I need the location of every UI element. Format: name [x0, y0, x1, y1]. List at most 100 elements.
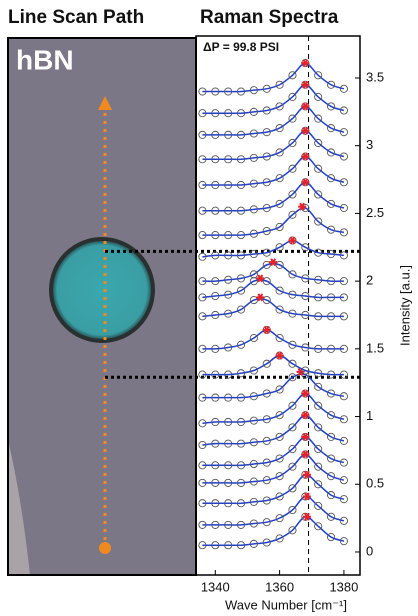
data-point: [262, 476, 271, 485]
data-point: [236, 130, 246, 139]
data-point: [314, 164, 323, 173]
peak-marker: [302, 512, 311, 521]
data-point: [198, 344, 207, 353]
chart-title: Raman Spectra: [200, 7, 339, 28]
data-point: [327, 472, 336, 481]
data-point: [211, 277, 220, 286]
data-point: [236, 180, 246, 190]
data-point: [327, 80, 336, 89]
data-point: [236, 109, 246, 118]
peak-marker: [302, 470, 311, 479]
data-point: [224, 478, 233, 487]
data-point: [339, 84, 348, 93]
data-point: [339, 228, 348, 237]
data-point: [275, 514, 284, 523]
data-point: [211, 130, 220, 139]
data-point: [314, 312, 323, 321]
data-point: [198, 520, 207, 529]
data-point: [327, 225, 336, 234]
data-point: [327, 102, 336, 111]
photo-edge: [8, 440, 30, 575]
data-point: [301, 343, 310, 352]
data-point: [224, 109, 233, 118]
y-tick-label: 1: [366, 408, 373, 423]
data-point: [262, 389, 271, 398]
data-point: [301, 310, 310, 320]
data-point: [314, 522, 323, 531]
peak-marker: [301, 80, 310, 89]
data-point: [275, 454, 284, 463]
data-point: [288, 114, 297, 123]
data-point: [327, 533, 336, 542]
data-point: [198, 130, 207, 139]
data-point: [249, 438, 258, 447]
data-point: [314, 445, 323, 454]
data-point: [288, 423, 297, 432]
data-point: [275, 243, 284, 252]
data-point: [224, 520, 233, 529]
data-point: [198, 206, 207, 215]
data-point: [327, 432, 336, 441]
peak-marker: [256, 274, 265, 283]
data-point: [236, 499, 246, 508]
data-point: [314, 369, 323, 378]
data-point: [236, 393, 246, 402]
peak-marker: [301, 102, 310, 111]
data-point: [327, 293, 336, 302]
data-point: [211, 520, 220, 529]
data-point: [211, 478, 220, 487]
fit-line: [202, 279, 344, 299]
data-point: [275, 80, 284, 89]
y-tick-label: 2.5: [366, 205, 384, 220]
data-point: [236, 369, 246, 378]
data-point: [224, 87, 233, 96]
data-point: [211, 206, 220, 215]
data-point: [198, 393, 207, 402]
fit-line: [202, 207, 345, 236]
data-point: [236, 274, 246, 283]
data-point: [236, 305, 246, 314]
data-point: [262, 260, 271, 269]
data-point: [198, 180, 207, 190]
fit-line: [202, 298, 344, 318]
data-point: [236, 439, 246, 448]
data-point: [327, 277, 336, 286]
peak-marker: [275, 351, 284, 360]
fit-line: [202, 414, 345, 446]
data-point: [236, 541, 246, 550]
peak-marker: [256, 293, 265, 302]
data-point: [339, 392, 348, 401]
data-point: [339, 436, 348, 445]
data-point: [211, 251, 220, 260]
data-point: [249, 205, 258, 214]
data-point: [198, 370, 207, 379]
data-point: [249, 459, 258, 468]
data-point: [249, 477, 258, 486]
peak-marker: [269, 258, 278, 267]
data-point: [314, 248, 323, 257]
data-point: [198, 87, 207, 96]
data-point: [224, 155, 233, 164]
fit-line: [202, 84, 345, 115]
y-tick-label: 0: [366, 543, 373, 558]
data-point: [275, 333, 284, 343]
data-point: [339, 251, 348, 260]
data-point: [314, 114, 323, 123]
data-point: [288, 164, 297, 173]
data-point: [339, 152, 348, 161]
data-point: [301, 291, 310, 301]
data-point: [236, 206, 246, 215]
scan-start: [99, 542, 111, 554]
data-point: [211, 417, 220, 427]
data-point: [314, 293, 323, 302]
fit-line: [202, 239, 345, 258]
data-point: [275, 472, 284, 481]
data-point: [262, 226, 271, 236]
data-point: [339, 312, 348, 321]
data-point: [288, 401, 297, 410]
data-point: [224, 499, 233, 508]
data-point: [236, 286, 246, 295]
data-point: [339, 203, 348, 213]
data-point: [211, 310, 220, 320]
data-point: [288, 210, 297, 219]
